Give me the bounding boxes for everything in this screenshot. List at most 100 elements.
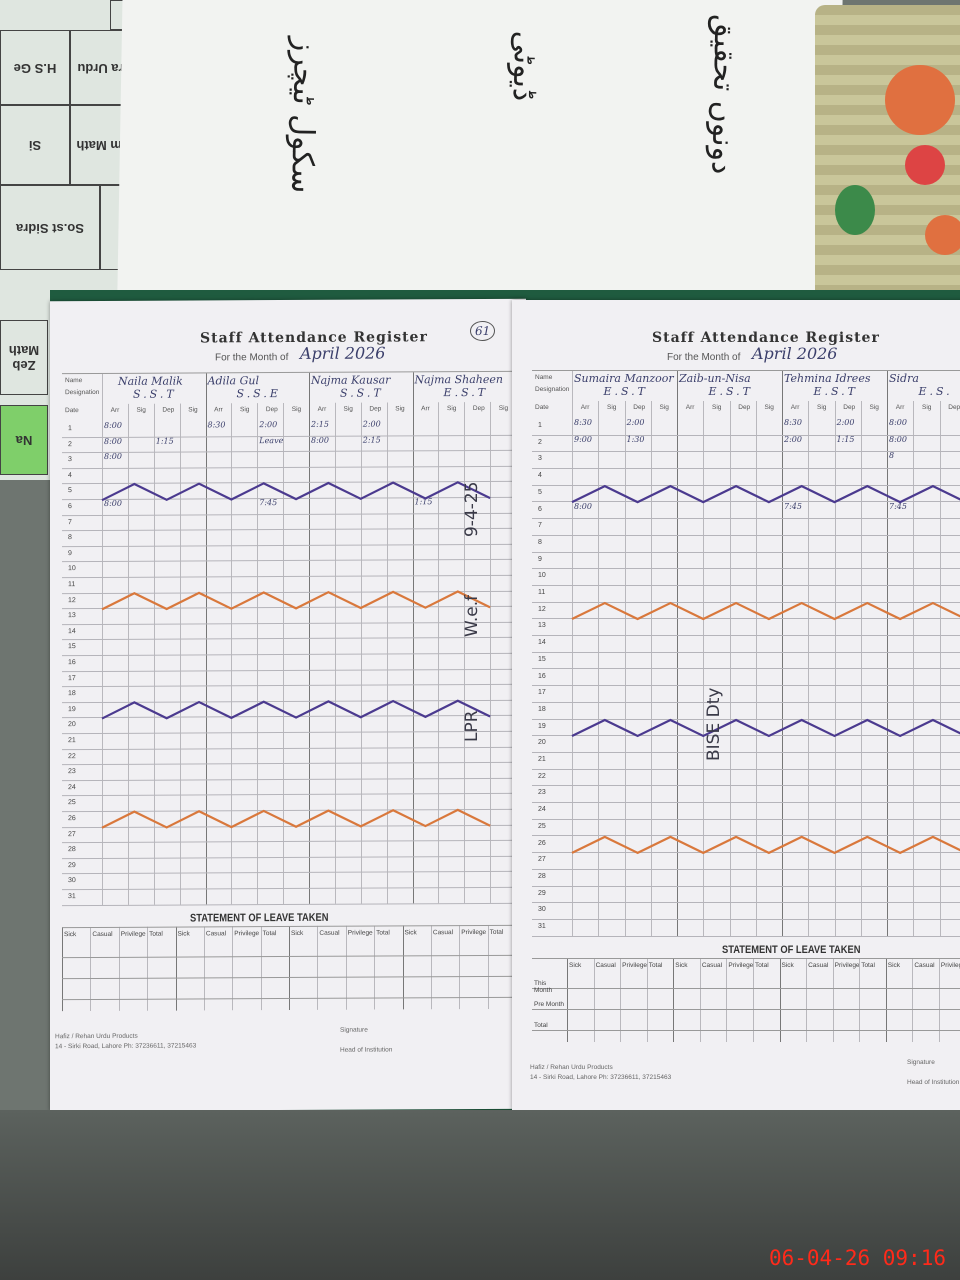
leave-header: Privilege bbox=[461, 928, 487, 936]
column-header: Arr bbox=[790, 404, 800, 411]
date-label: Date bbox=[535, 404, 549, 411]
attendance-entry: 8:00 bbox=[574, 501, 592, 511]
row-number: 15 bbox=[538, 655, 546, 663]
column-header: Sig bbox=[659, 404, 669, 411]
leave-column-divider bbox=[699, 957, 701, 1042]
column-divider bbox=[913, 401, 915, 936]
leave-header: Casual bbox=[701, 961, 723, 969]
column-header: Sig bbox=[712, 404, 722, 411]
column-header: Dep bbox=[633, 404, 646, 411]
table-shadow bbox=[0, 1110, 960, 1280]
staff-name: Tehmina Idrees bbox=[784, 372, 871, 385]
row-number: 11 bbox=[538, 589, 546, 596]
vertical-annotation: 9-4-25 bbox=[462, 481, 482, 538]
leave-header: Sick bbox=[781, 961, 794, 969]
date-row: 16 bbox=[532, 670, 960, 687]
column-divider bbox=[624, 401, 626, 936]
row-number: 31 bbox=[538, 923, 546, 930]
row-number: 26 bbox=[538, 839, 546, 847]
date-row: 8 bbox=[532, 536, 960, 553]
page-number: 61 bbox=[470, 320, 496, 342]
row-number: 23 bbox=[538, 789, 546, 797]
leave-column-divider bbox=[752, 957, 754, 1042]
leave-header: Casual bbox=[205, 929, 227, 938]
staff-column-divider bbox=[677, 371, 678, 936]
holiday-zigzag-line bbox=[101, 481, 491, 502]
date-row: 15 bbox=[532, 653, 960, 670]
date-row: 11 bbox=[532, 586, 960, 603]
holiday-zigzag-line bbox=[571, 718, 960, 738]
row-number: 16 bbox=[538, 672, 546, 680]
staff-name: Sidra bbox=[889, 372, 919, 385]
month-value: April 2026 bbox=[300, 343, 386, 363]
date-row: 27 bbox=[532, 853, 960, 870]
date-row: 6 bbox=[532, 503, 960, 520]
urdu-text: ڈیوٹی bbox=[505, 30, 542, 102]
leave-header: Casual bbox=[92, 930, 113, 938]
flower-pattern bbox=[885, 65, 955, 135]
leave-column-divider bbox=[885, 957, 887, 1042]
leave-row-label: Pre Month bbox=[534, 1000, 564, 1008]
date-row: 17 bbox=[532, 686, 960, 703]
date-row: 28 bbox=[532, 870, 960, 887]
leave-header: Privilege bbox=[234, 929, 260, 937]
row-number: 22 bbox=[538, 772, 546, 780]
timetable-cell: Zeb Math bbox=[0, 320, 48, 395]
register-page-right: Staff Attendance Register For the Month o… bbox=[512, 300, 960, 1110]
row-number: 30 bbox=[538, 906, 546, 914]
leave-header: Total bbox=[861, 961, 875, 969]
row-number: 27 bbox=[538, 856, 546, 864]
date-row: 10 bbox=[532, 569, 960, 586]
leave-row-label: Total bbox=[534, 1021, 548, 1029]
attendance-entry: 2:00 bbox=[836, 418, 855, 427]
photo-timestamp: 06-04-26 09:16 bbox=[768, 1246, 946, 1270]
attendance-entry: 2:00 bbox=[626, 418, 645, 427]
column-header: Arr bbox=[580, 404, 590, 411]
leave-column-divider bbox=[646, 957, 648, 1042]
leave-header: Sick bbox=[404, 928, 417, 936]
designation-label: Designation bbox=[535, 386, 570, 393]
leave-row-line bbox=[532, 987, 960, 989]
column-header: Arr bbox=[685, 404, 695, 411]
leave-header: Sick bbox=[675, 961, 688, 969]
staff-designation: E.S. bbox=[918, 385, 953, 398]
month-value: April 2026 bbox=[752, 344, 838, 363]
leave-header: Privilege bbox=[622, 961, 648, 969]
staff-designation: E.S.T bbox=[813, 385, 859, 398]
date-row: 9 bbox=[532, 553, 960, 570]
leave-header: Total bbox=[262, 929, 277, 937]
leave-row-line bbox=[532, 1008, 960, 1010]
leave-column-divider bbox=[806, 957, 808, 1042]
leave-column-divider bbox=[673, 957, 675, 1042]
timetable-cell: Si bbox=[0, 105, 70, 185]
leave-header: Sick bbox=[291, 929, 304, 937]
column-header: Sig bbox=[869, 404, 879, 411]
date-row: 26 bbox=[532, 837, 960, 854]
column-divider bbox=[860, 401, 862, 936]
attendance-entry: 8:30 bbox=[784, 418, 802, 427]
date-row: 31 bbox=[532, 920, 960, 937]
column-header: Dep bbox=[948, 404, 960, 411]
leave-column-divider bbox=[620, 957, 622, 1042]
leave-header: Privilege bbox=[728, 961, 754, 969]
attendance-entry: 8 bbox=[889, 451, 895, 461]
signature-label: Signature bbox=[340, 1026, 368, 1034]
row-number: 18 bbox=[538, 705, 546, 713]
row-number: 20 bbox=[538, 739, 546, 747]
head-of-institution-label: Head of Institution bbox=[907, 1078, 960, 1086]
column-divider bbox=[834, 401, 836, 936]
staff-name: Sumaira Manzoor bbox=[574, 372, 674, 385]
month-label: For the Month of bbox=[215, 351, 289, 364]
column-divider bbox=[703, 401, 705, 936]
vertical-annotation: LPR bbox=[462, 710, 482, 743]
attendance-entry: 1:30 bbox=[626, 434, 645, 444]
leave-row-line bbox=[532, 957, 960, 959]
attendance-entry: 8:00 bbox=[889, 418, 907, 427]
date-row: 23 bbox=[532, 786, 960, 804]
leave-header: Casual bbox=[432, 928, 454, 936]
column-divider bbox=[755, 401, 757, 936]
leave-column-divider bbox=[593, 957, 595, 1042]
statement-title: STATEMENT OF LEAVE TAKEN bbox=[722, 943, 861, 956]
holiday-zigzag-line bbox=[571, 601, 960, 621]
date-row: 13 bbox=[532, 619, 960, 637]
